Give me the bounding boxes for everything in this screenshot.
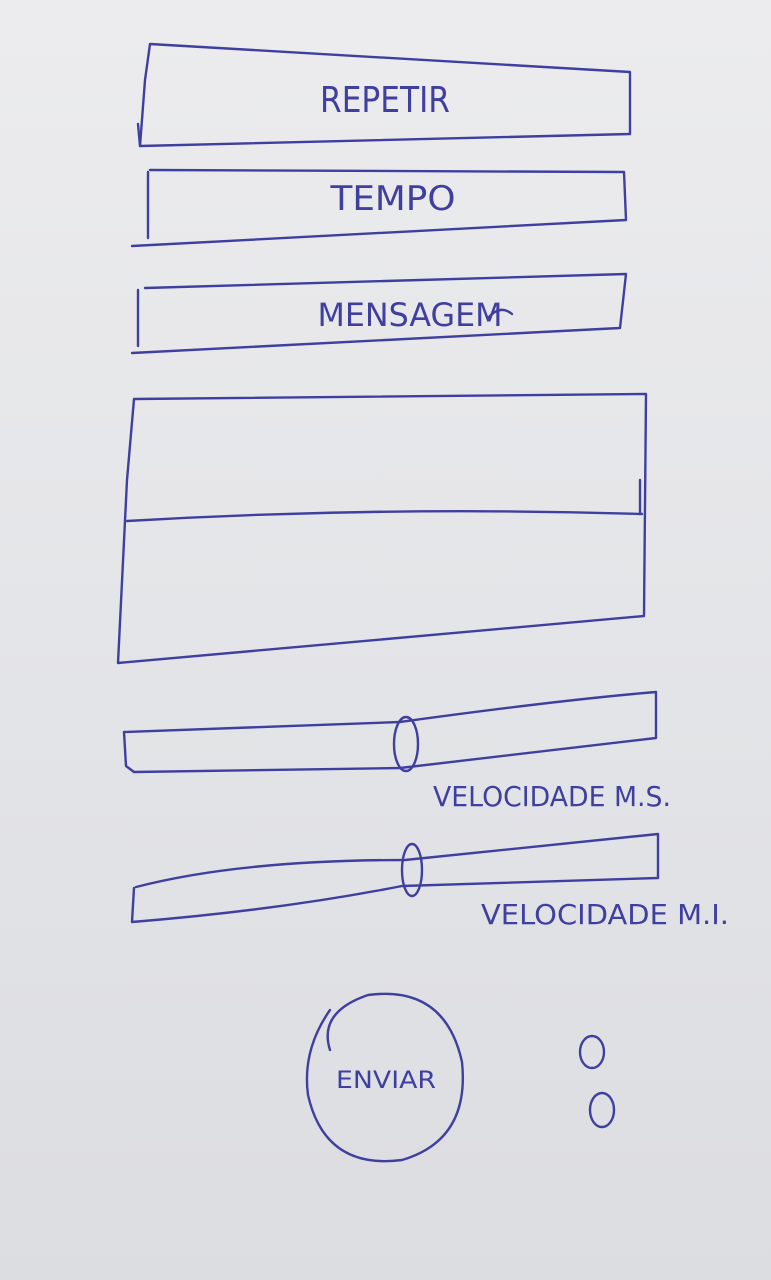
speed-mi-thumb[interactable] bbox=[400, 842, 424, 898]
send-button-label: ENVIAR bbox=[336, 1066, 436, 1094]
speed-ms-thumb[interactable] bbox=[392, 715, 420, 773]
tempo-field[interactable]: TEMPO bbox=[130, 168, 628, 248]
send-button[interactable]: ENVIAR bbox=[305, 992, 465, 1163]
speed-ms-slider[interactable] bbox=[122, 690, 658, 774]
message-display-area bbox=[116, 392, 648, 665]
status-indicators bbox=[578, 1034, 616, 1129]
indicator-circle-2[interactable] bbox=[588, 1091, 616, 1129]
repetir-label: REPETIR bbox=[320, 80, 450, 121]
tempo-label: TEMPO bbox=[329, 179, 455, 219]
speed-ms-label: VELOCIDADE M.S. bbox=[433, 780, 671, 813]
speed-mi-label: VELOCIDADE M.I. bbox=[481, 898, 729, 931]
speed-mi-slider[interactable] bbox=[130, 832, 660, 924]
indicator-circle-1[interactable] bbox=[578, 1034, 606, 1070]
repetir-field[interactable]: REPETIR bbox=[136, 42, 632, 148]
mensagem-label: MENSAGEM bbox=[318, 296, 503, 334]
mensagem-field[interactable]: MENSAGEM bbox=[130, 272, 628, 355]
